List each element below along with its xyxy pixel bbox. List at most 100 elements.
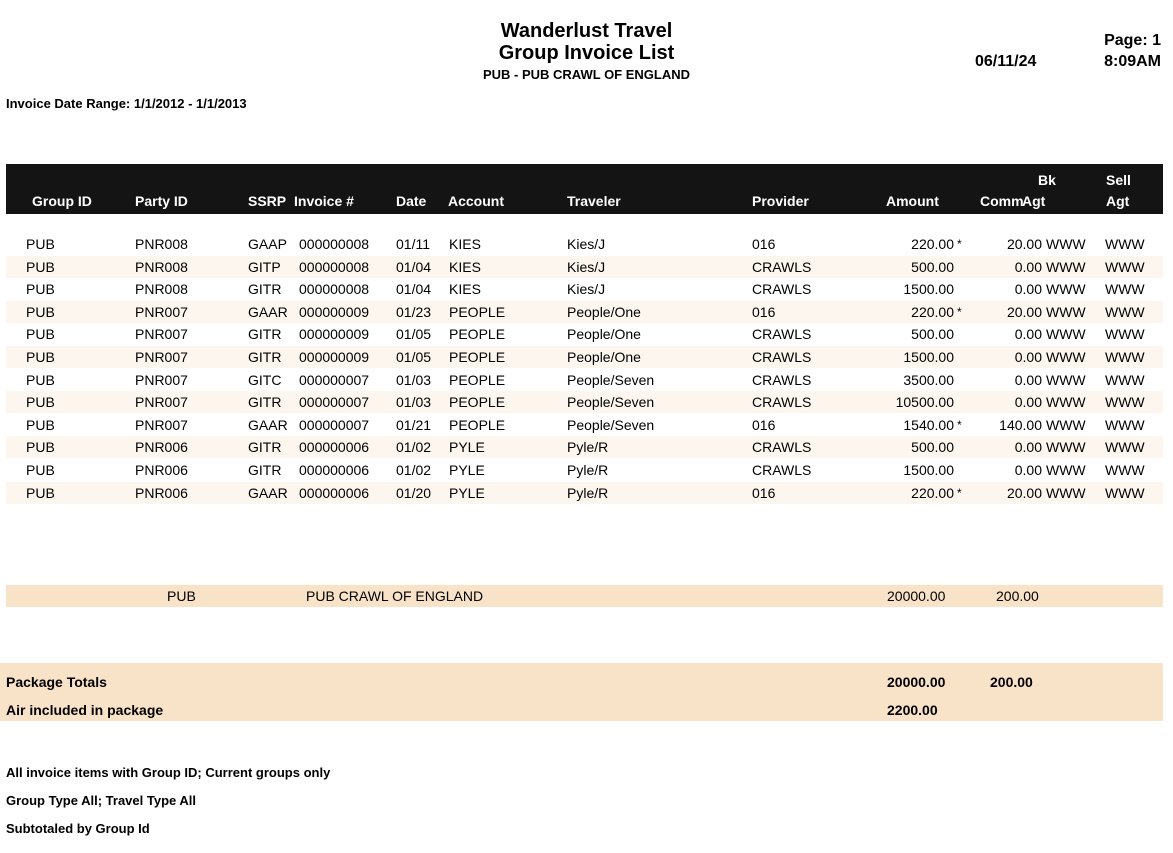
- cell-bk-agt: WWW: [1046, 439, 1086, 456]
- cell-bk-agt: WWW: [1046, 371, 1086, 388]
- cell-invoice-number: 000000009: [299, 349, 370, 365]
- col-sell-agt-top: Sell: [1106, 172, 1131, 188]
- cell-date: 01/02: [396, 439, 432, 456]
- cell-party-id: PNR007: [135, 394, 188, 411]
- col-amount: Amount: [886, 193, 939, 209]
- cell-party-id: PNR006: [135, 484, 188, 501]
- col-sell-agt: Agt: [1106, 193, 1130, 209]
- cell-party-id: PNR006: [135, 462, 188, 478]
- cell-account: PEOPLE: [449, 349, 506, 365]
- cell-account: PEOPLE: [449, 371, 506, 388]
- cell-traveler: People/One: [567, 349, 641, 365]
- cell-account: PEOPLE: [449, 394, 506, 411]
- subtotal-amount: 20000.00: [887, 588, 946, 604]
- cell-ssrp: GITR: [248, 394, 282, 411]
- cell-comm: 0.00: [1014, 439, 1042, 456]
- cell-traveler: People/Seven: [567, 371, 655, 388]
- cell-provider: CRAWLS: [752, 281, 812, 298]
- cell-comm: 20.00: [1006, 303, 1042, 320]
- cell-invoice-number: 000000008: [299, 236, 370, 252]
- invoice-date-range: Invoice Date Range: 1/1/2012 - 1/1/2013: [6, 96, 247, 111]
- cell-party-id: PNR007: [135, 326, 188, 343]
- cell-traveler: People/Seven: [567, 416, 655, 433]
- cell-invoice-number: 000000006: [299, 462, 370, 478]
- cell-ssrp: GAAR: [248, 416, 288, 433]
- cell-traveler: Kies/J: [567, 236, 606, 252]
- cell-provider: CRAWLS: [752, 258, 812, 275]
- cell-group-id: PUB: [26, 326, 55, 343]
- cell-date: 01/03: [396, 371, 432, 388]
- cell-sell-agt: WWW: [1105, 484, 1145, 501]
- company-name: Wanderlust Travel: [500, 20, 673, 42]
- report-title: Group Invoice List: [498, 42, 675, 64]
- footer-criteria-line-3: Subtotaled by Group Id: [6, 821, 150, 836]
- cell-ssrp: GITR: [248, 349, 282, 365]
- cell-date: 01/05: [396, 349, 432, 365]
- cell-amount: 1500.00: [903, 281, 954, 298]
- group-title: PUB - PUB CRAWL OF ENGLAND: [482, 67, 691, 82]
- cell-date: 01/03: [396, 394, 432, 411]
- cell-date: 01/04: [396, 281, 432, 298]
- package-totals-comm: 200.00: [990, 674, 1033, 690]
- cell-traveler: People/One: [567, 326, 641, 343]
- col-account: Account: [448, 193, 504, 209]
- cell-amount: 10500.00: [895, 394, 954, 411]
- cell-group-id: PUB: [26, 349, 55, 365]
- subtotal-group-name: PUB CRAWL OF ENGLAND: [306, 588, 484, 604]
- footer-criteria-line-1: All invoice items with Group ID; Current…: [6, 765, 331, 780]
- cell-provider: CRAWLS: [752, 394, 812, 411]
- cell-invoice-number: 000000006: [299, 484, 370, 501]
- col-date: Date: [396, 193, 427, 209]
- cell-account: PEOPLE: [449, 326, 506, 343]
- cell-traveler: Kies/J: [567, 281, 606, 298]
- cell-ssrp: GITP: [248, 258, 281, 275]
- package-totals-label: Package Totals: [6, 674, 107, 690]
- cell-sell-agt: WWW: [1105, 416, 1145, 433]
- cell-ssrp: GITC: [248, 371, 282, 388]
- cell-air-flag: *: [957, 237, 962, 251]
- table-row: PUB PNR007 GITC 000000007 01/03 PEOPLE People/…: [6, 369, 1163, 391]
- cell-group-id: PUB: [26, 236, 55, 252]
- cell-invoice-number: 000000006: [299, 439, 370, 456]
- cell-bk-agt: WWW: [1046, 484, 1086, 501]
- cell-date: 01/23: [396, 303, 432, 320]
- cell-amount: 500.00: [911, 258, 954, 275]
- cell-provider: 016: [752, 416, 776, 433]
- cell-traveler: Kies/J: [567, 258, 606, 275]
- table-row: PUB PNR007 GITR 000000007 01/03 PEOPLE People/…: [6, 391, 1163, 414]
- cell-sell-agt: WWW: [1105, 462, 1145, 478]
- cell-bk-agt: WWW: [1046, 326, 1086, 343]
- cell-air-flag: *: [957, 417, 962, 432]
- cell-bk-agt: WWW: [1046, 281, 1086, 298]
- cell-sell-agt: WWW: [1105, 281, 1145, 298]
- cell-ssrp: GITR: [248, 462, 282, 478]
- cell-account: PYLE: [449, 439, 485, 456]
- cell-invoice-number: 000000008: [299, 258, 370, 275]
- cell-provider: CRAWLS: [752, 371, 812, 388]
- cell-comm: 140.00: [999, 416, 1042, 433]
- cell-party-id: PNR007: [135, 303, 188, 320]
- cell-account: KIES: [449, 258, 481, 275]
- cell-sell-agt: WWW: [1105, 349, 1145, 365]
- cell-amount: 220.00: [911, 236, 954, 252]
- cell-amount: 220.00: [911, 303, 954, 320]
- subtotal-group-id: PUB: [167, 588, 196, 604]
- cell-ssrp: GITR: [248, 281, 282, 298]
- table-row: PUB PNR008 GAAP 000000008 01/11 KIES Kies/J 016…: [6, 233, 1163, 255]
- cell-ssrp: GAAP: [248, 236, 287, 252]
- cell-traveler: Pyle/R: [567, 462, 609, 478]
- table-row: PUB PNR006 GAAR 000000006 01/20 PYLE Pyle/R 016…: [6, 481, 1163, 504]
- cell-account: PYLE: [449, 462, 485, 478]
- cell-party-id: PNR007: [135, 349, 188, 365]
- cell-bk-agt: WWW: [1046, 236, 1086, 252]
- cell-invoice-number: 000000007: [299, 416, 370, 433]
- cell-date: 01/04: [396, 258, 432, 275]
- cell-group-id: PUB: [26, 462, 55, 478]
- cell-group-id: PUB: [26, 281, 55, 298]
- page-number: Page: 1: [1104, 32, 1161, 49]
- table-row: PUB PNR007 GAAR 000000009 01/23 PEOPLE People/…: [6, 300, 1163, 323]
- col-comm: Comm: [980, 193, 1024, 209]
- table-row: PUB PNR007 GITR 000000009 01/05 PEOPLE People/…: [6, 323, 1163, 345]
- cell-account: PEOPLE: [449, 303, 506, 320]
- report-date: 06/11/24: [975, 53, 1037, 70]
